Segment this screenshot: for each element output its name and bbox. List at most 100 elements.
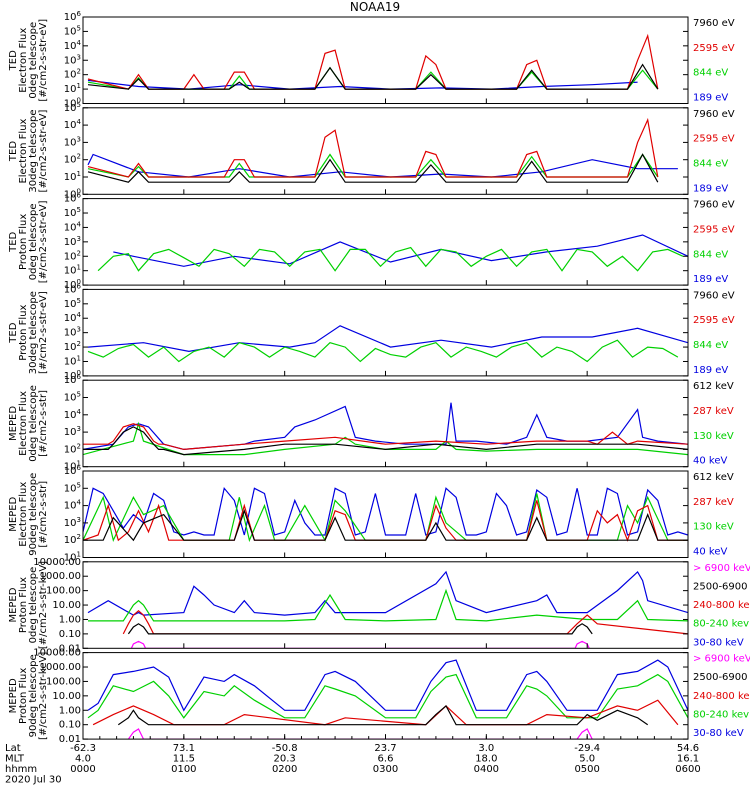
y-tick-exponent: 4 — [77, 39, 82, 47]
y-axis-label-line: [#/cm2-s-str-eV] — [38, 291, 49, 374]
y-tick-label: 103 — [64, 425, 81, 438]
y-axis-label-line: Electron Flux — [18, 391, 29, 456]
y-tick-base: 10 — [64, 99, 77, 110]
y-tick-label: 102 — [64, 533, 81, 546]
panel-frame — [82, 379, 689, 468]
y-tick-label: 1000.00 — [40, 662, 81, 673]
y-axis-label-line: 0deg telescope — [28, 567, 39, 644]
series-line-844-ev — [87, 153, 659, 178]
y-axis-label-line: [#/cm2-s-str] — [38, 481, 49, 548]
y-tick-exponent: 2 — [77, 442, 81, 450]
y-tick-label: 105 — [64, 297, 81, 310]
y-tick-exponent: 6 — [77, 282, 82, 290]
y-tick-label: 105 — [64, 24, 81, 37]
y-tick-label: 106 — [64, 192, 82, 205]
y-tick-label: 105 — [64, 391, 81, 404]
series-line--6900-kev — [127, 728, 593, 740]
y-tick-base: 10 — [64, 26, 77, 37]
y-tick-exponent: 6 — [77, 373, 82, 381]
y-tick-exponent: 1 — [77, 170, 81, 178]
panel-series — [87, 659, 688, 740]
legend-entry: 189 eV — [693, 183, 728, 194]
y-tick-label: 104 — [64, 311, 82, 324]
series-line-7960-ev — [87, 63, 659, 90]
y-tick-base: 10 — [64, 222, 77, 233]
x-tick-label: 23.7 — [374, 743, 396, 754]
y-tick-exponent: 0 — [77, 97, 81, 105]
y-tick-label: 102 — [64, 340, 81, 353]
y-tick-label: 104 — [64, 499, 82, 512]
y-axis-label-line: 0deg telescope — [28, 203, 39, 280]
y-tick-label: 10.00 — [52, 600, 81, 611]
y-tick-base: 10 — [64, 462, 77, 473]
y-axis-label-line: TED — [8, 322, 19, 343]
y-tick-label: 0.01 — [59, 734, 81, 745]
legend-entry: 2595 eV — [693, 134, 735, 145]
y-tick-label: 103 — [64, 53, 81, 66]
x-tick-label: 0400 — [474, 764, 499, 775]
x-tick-label: 0500 — [574, 764, 599, 775]
y-tick-base: 10 — [64, 55, 77, 66]
y-tick-base: 10 — [64, 356, 77, 367]
y-axis-label: MEPED Electron Flux 90deg telescope [#/cm2-… — [8, 473, 49, 556]
legend-entry: 130 keV — [693, 522, 734, 533]
y-tick-label: 0.01 — [59, 643, 81, 654]
legend-entry: 189 eV — [693, 274, 728, 285]
y-tick-exponent: 1 — [77, 354, 81, 362]
legend-entry: 240-800 ke — [693, 691, 750, 702]
y-tick-label: 104 — [64, 220, 82, 233]
y-tick-base: 10 — [64, 299, 77, 310]
y-tick-exponent: 4 — [77, 118, 82, 126]
y-tick-base: 10 — [64, 103, 77, 114]
legend-entry: 612 keV — [693, 381, 734, 392]
y-tick-base: 10 — [64, 501, 77, 512]
y-axis-label-line: Proton Flux — [18, 214, 29, 270]
y-tick-exponent: 2 — [77, 68, 81, 76]
series-line-240-800-ke — [122, 610, 688, 635]
y-tick-label: 105 — [64, 101, 81, 114]
series-line-189-ev — [87, 79, 638, 90]
panel-series — [83, 486, 688, 543]
y-tick-exponent: 3 — [77, 135, 81, 143]
y-tick-label: 100 — [64, 187, 81, 200]
y-tick-label: 1000.00 — [40, 571, 81, 582]
panel-frame — [82, 16, 689, 104]
series-line-612-kev — [83, 508, 688, 542]
legend-entry: 240-800 ke — [693, 600, 750, 611]
legend-entry: 7960 eV — [693, 290, 735, 301]
y-tick-exponent: 0 — [77, 187, 81, 195]
y-tick-base: 10 — [64, 518, 77, 529]
y-tick-label: 104 — [64, 39, 82, 52]
legend-entry: 844 eV — [693, 158, 728, 169]
y-tick-exponent: 6 — [77, 192, 82, 200]
x-tick-label: 3.0 — [478, 743, 494, 754]
y-tick-label: 103 — [64, 135, 81, 148]
chart-title: NOAA19 — [350, 0, 400, 14]
y-tick-exponent: 5 — [77, 206, 81, 214]
y-axis-label: MEPED Electron Flux 0deg telescope [#/cm2-s… — [8, 385, 49, 462]
y-tick-base: 10 — [64, 284, 77, 295]
y-tick-base: 10 — [64, 342, 77, 353]
y-tick-exponent: 4 — [77, 311, 82, 319]
y-tick-base: 10 — [64, 466, 77, 477]
y-tick-exponent: 3 — [77, 53, 81, 61]
y-tick-exponent: 3 — [77, 235, 81, 243]
legend-entry: 844 eV — [693, 68, 728, 79]
y-tick-base: 10 — [64, 208, 77, 219]
x-date-label: 2020 Jul 30 — [5, 775, 62, 786]
legend-entry: 30-80 keV — [693, 728, 744, 739]
series-line-30-80-kev — [87, 659, 688, 712]
legend-entry: 40 keV — [693, 456, 727, 467]
y-axis-label-line: Proton Flux — [18, 668, 29, 724]
legend-entry: 80-240 kev — [693, 709, 749, 720]
series-line-7960-ev — [87, 153, 659, 183]
y-axis-label-line: Electron Flux — [18, 482, 29, 547]
y-tick-base: 10 — [64, 251, 77, 262]
time-axis: -62.34.0000073.111.50100-50.820.3020023.… — [5, 98, 701, 786]
panel-series — [97, 234, 688, 272]
